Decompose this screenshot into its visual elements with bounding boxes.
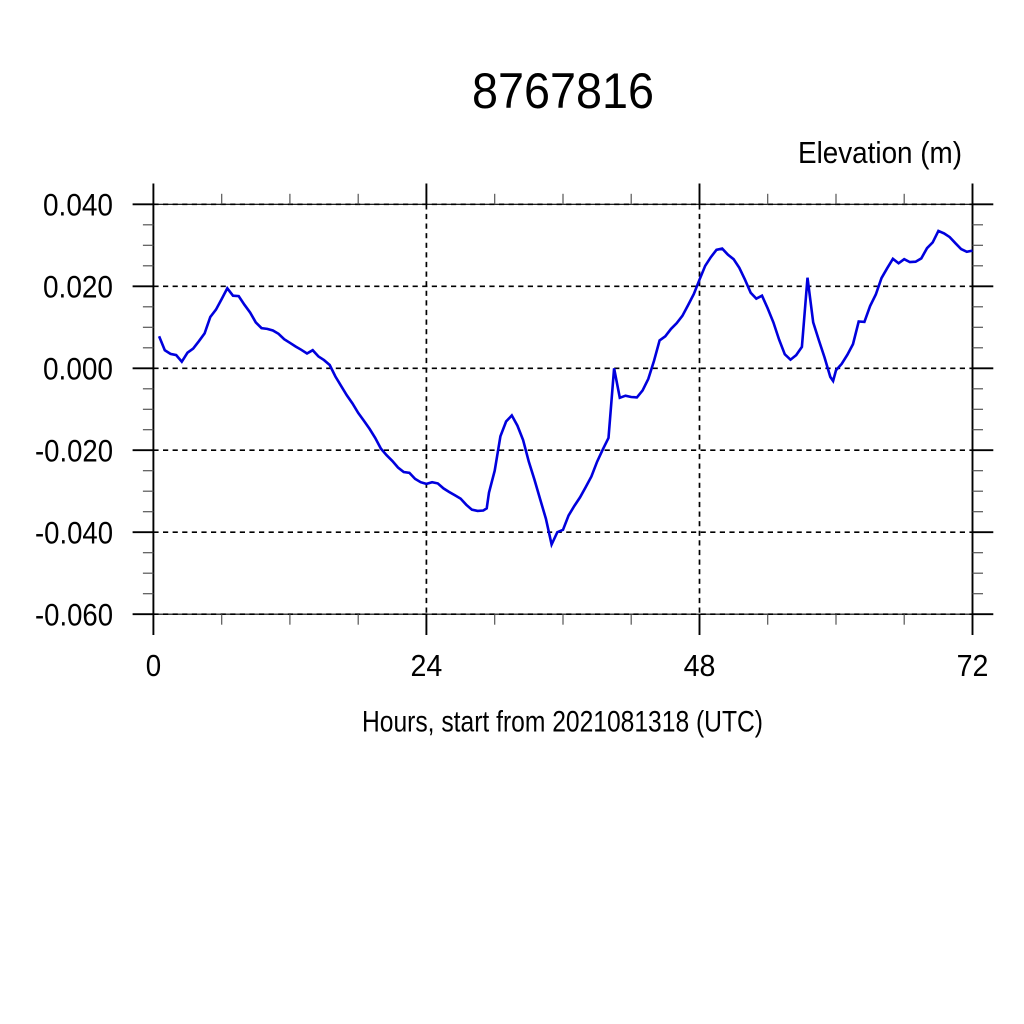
svg-text:Hours, start from 2021081318 (: Hours, start from 2021081318 (UTC) — [362, 705, 763, 738]
svg-text:-0.060: -0.060 — [35, 596, 113, 632]
svg-text:-0.020: -0.020 — [35, 432, 113, 468]
svg-text:8767816: 8767816 — [472, 63, 654, 119]
svg-text:Elevation (m): Elevation (m) — [798, 135, 962, 170]
svg-text:0.000: 0.000 — [43, 350, 113, 386]
svg-text:48: 48 — [684, 648, 716, 683]
svg-text:0.040: 0.040 — [43, 187, 113, 223]
svg-text:24: 24 — [411, 648, 443, 683]
svg-text:0: 0 — [146, 648, 161, 683]
svg-text:0.020: 0.020 — [43, 268, 113, 304]
svg-text:72: 72 — [957, 648, 989, 683]
svg-text:-0.040: -0.040 — [35, 514, 113, 550]
